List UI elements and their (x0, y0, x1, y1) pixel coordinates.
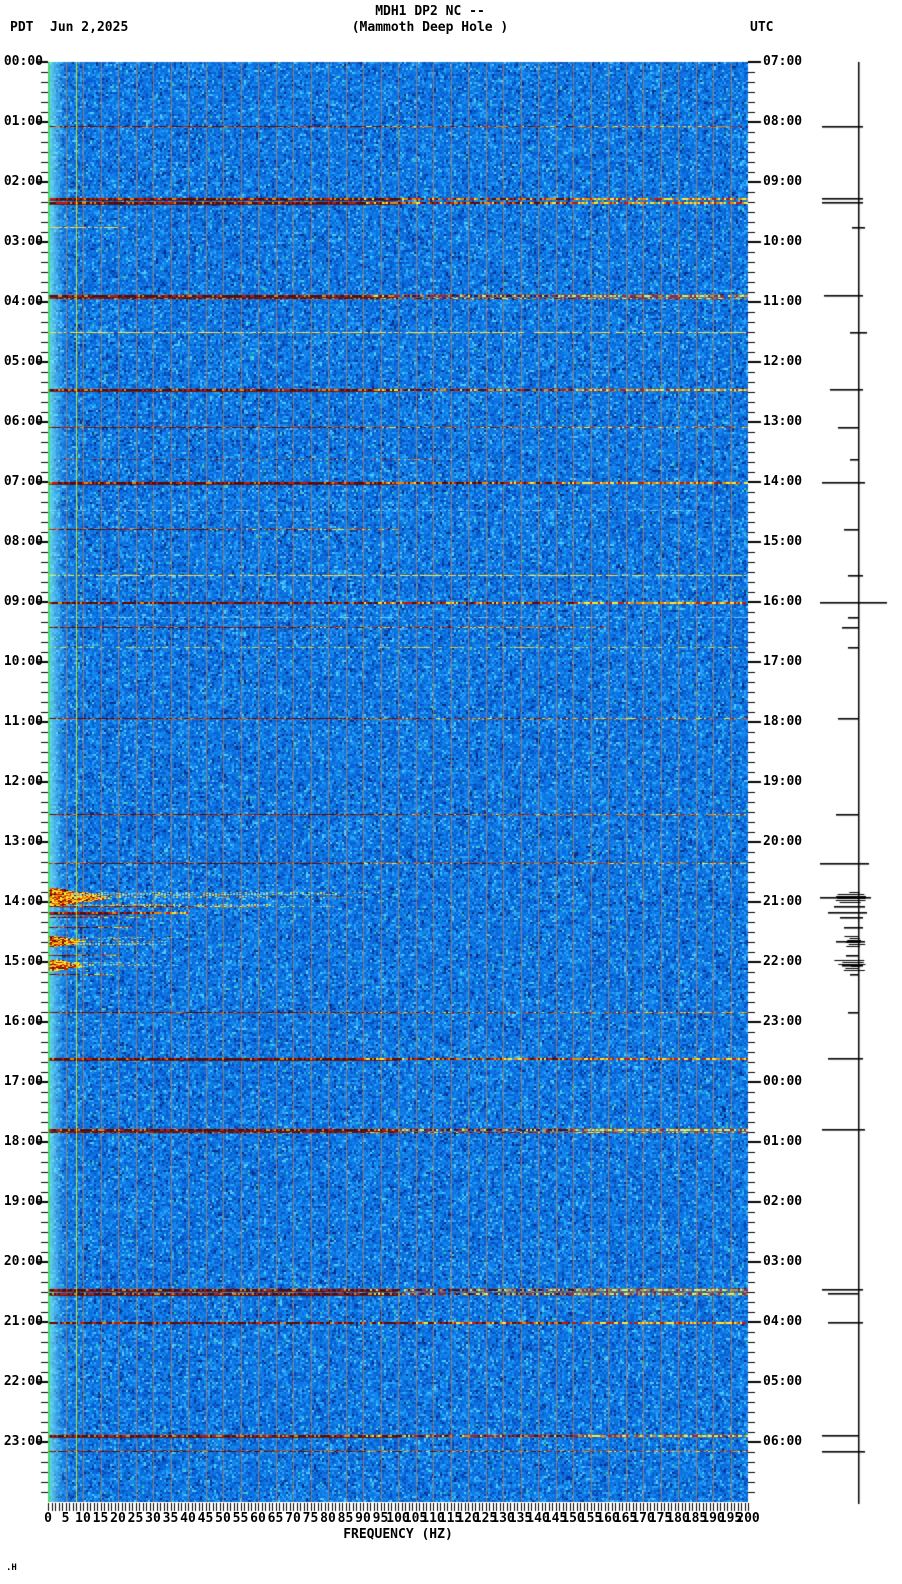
freq-tick-label: 45 (197, 1511, 214, 1526)
pdt-hour-label: 04:00 (3, 294, 43, 309)
utc-hour-label: 21:00 (763, 894, 803, 909)
utc-hour-label: 07:00 (763, 54, 803, 69)
freq-tick-label: 10 (75, 1511, 91, 1526)
utc-hour-label: 01:00 (763, 1134, 803, 1149)
utc-hour-label: 10:00 (763, 234, 803, 249)
freq-tick-label: 135 (508, 1511, 533, 1526)
freq-tick-label: 165 (613, 1511, 638, 1526)
freq-tick-label: 50 (215, 1511, 231, 1526)
utc-hour-label: 04:00 (763, 1314, 803, 1329)
freq-tick-label: 0 (44, 1511, 52, 1526)
utc-hour-label: 16:00 (763, 594, 803, 609)
date-label: Jun 2,2025 (50, 20, 129, 35)
freq-tick-label: 30 (145, 1511, 161, 1526)
freq-tick-label: 110 (421, 1511, 445, 1526)
freq-tick-label: 40 (180, 1511, 196, 1526)
utc-hour-label: 06:00 (763, 1434, 803, 1449)
pdt-hour-label: 11:00 (3, 714, 43, 729)
pdt-hour-label: 09:00 (3, 594, 43, 609)
pdt-hour-label: 23:00 (3, 1434, 43, 1449)
utc-hour-label: 05:00 (763, 1374, 803, 1389)
freq-tick-label: 85 (337, 1511, 354, 1526)
frequency-axis-title: FREQUENCY (HZ) (343, 1527, 453, 1542)
station-title: MDH1 DP2 NC -- (375, 4, 485, 19)
freq-tick-label: 145 (543, 1511, 568, 1526)
freq-tick-label: 5 (61, 1511, 70, 1526)
utc-hour-label: 13:00 (763, 414, 803, 429)
freq-tick-label: 140 (526, 1511, 550, 1526)
pdt-hour-label: 21:00 (3, 1314, 43, 1329)
freq-tick-label: 170 (631, 1511, 655, 1526)
freq-tick-label: 55 (232, 1511, 249, 1526)
pdt-hour-label: 17:00 (3, 1074, 43, 1089)
pdt-hour-label: 05:00 (3, 354, 43, 369)
freq-tick-label: 100 (386, 1511, 410, 1526)
utc-hour-label: 19:00 (763, 774, 803, 789)
pdt-hour-label: 13:00 (3, 834, 43, 849)
freq-tick-label: 120 (456, 1511, 480, 1526)
utc-hour-label: 17:00 (763, 654, 803, 669)
utc-hour-label: 23:00 (763, 1014, 803, 1029)
freq-tick-label: 80 (320, 1511, 336, 1526)
utc-hour-label: 20:00 (763, 834, 803, 849)
freq-tick-label: 90 (355, 1511, 371, 1526)
utc-hour-label: 03:00 (763, 1254, 803, 1269)
pdt-hour-label: 19:00 (3, 1194, 43, 1209)
pdt-hour-label: 10:00 (3, 654, 43, 669)
pdt-hour-label: 15:00 (3, 954, 43, 969)
pdt-hour-label: 06:00 (3, 414, 43, 429)
freq-tick-label: 115 (438, 1511, 463, 1526)
pdt-hour-label: 08:00 (3, 534, 43, 549)
freq-tick-label: 175 (648, 1511, 673, 1526)
freq-tick-label: 200 (736, 1511, 760, 1526)
freq-tick-label: 185 (683, 1511, 708, 1526)
utc-hour-label: 22:00 (763, 954, 803, 969)
utc-hour-label: 02:00 (763, 1194, 803, 1209)
pdt-hour-label: 00:00 (3, 54, 43, 69)
freq-tick-label: 195 (718, 1511, 743, 1526)
timezone-right-label: UTC (750, 20, 774, 35)
freq-tick-label: 15 (92, 1511, 109, 1526)
pdt-hour-label: 07:00 (3, 474, 43, 489)
freq-tick-label: 95 (372, 1511, 389, 1526)
freq-tick-label: 70 (285, 1511, 301, 1526)
utc-hour-label: 09:00 (763, 174, 803, 189)
utc-hour-label: 08:00 (763, 114, 803, 129)
pdt-hour-label: 16:00 (3, 1014, 43, 1029)
pdt-hour-label: 03:00 (3, 234, 43, 249)
freq-tick-label: 130 (491, 1511, 515, 1526)
freq-tick-label: 20 (110, 1511, 126, 1526)
corner-mark: .H (6, 1563, 17, 1573)
utc-hour-label: 12:00 (763, 354, 803, 369)
freq-tick-label: 155 (578, 1511, 603, 1526)
freq-tick-label: 190 (701, 1511, 725, 1526)
freq-tick-label: 105 (403, 1511, 428, 1526)
freq-tick-label: 25 (127, 1511, 144, 1526)
freq-tick-label: 180 (666, 1511, 690, 1526)
utc-hour-label: 00:00 (763, 1074, 803, 1089)
freq-tick-label: 160 (596, 1511, 620, 1526)
pdt-hour-label: 01:00 (3, 114, 43, 129)
freq-tick-label: 65 (267, 1511, 284, 1526)
freq-tick-label: 60 (250, 1511, 266, 1526)
pdt-hour-label: 12:00 (3, 774, 43, 789)
freq-tick-label: 150 (561, 1511, 585, 1526)
pdt-hour-label: 02:00 (3, 174, 43, 189)
pdt-hour-label: 20:00 (3, 1254, 43, 1269)
freq-tick-label: 35 (162, 1511, 179, 1526)
utc-hour-label: 18:00 (763, 714, 803, 729)
freq-tick-label: 75 (302, 1511, 319, 1526)
freq-tick-label: 125 (473, 1511, 498, 1526)
timezone-left-label: PDT (10, 20, 34, 35)
utc-hour-label: 14:00 (763, 474, 803, 489)
pdt-hour-label: 18:00 (3, 1134, 43, 1149)
utc-hour-label: 15:00 (763, 534, 803, 549)
utc-hour-label: 11:00 (763, 294, 803, 309)
pdt-hour-label: 14:00 (3, 894, 43, 909)
station-subtitle: (Mammoth Deep Hole ) (351, 20, 509, 35)
pdt-hour-label: 22:00 (3, 1374, 43, 1389)
